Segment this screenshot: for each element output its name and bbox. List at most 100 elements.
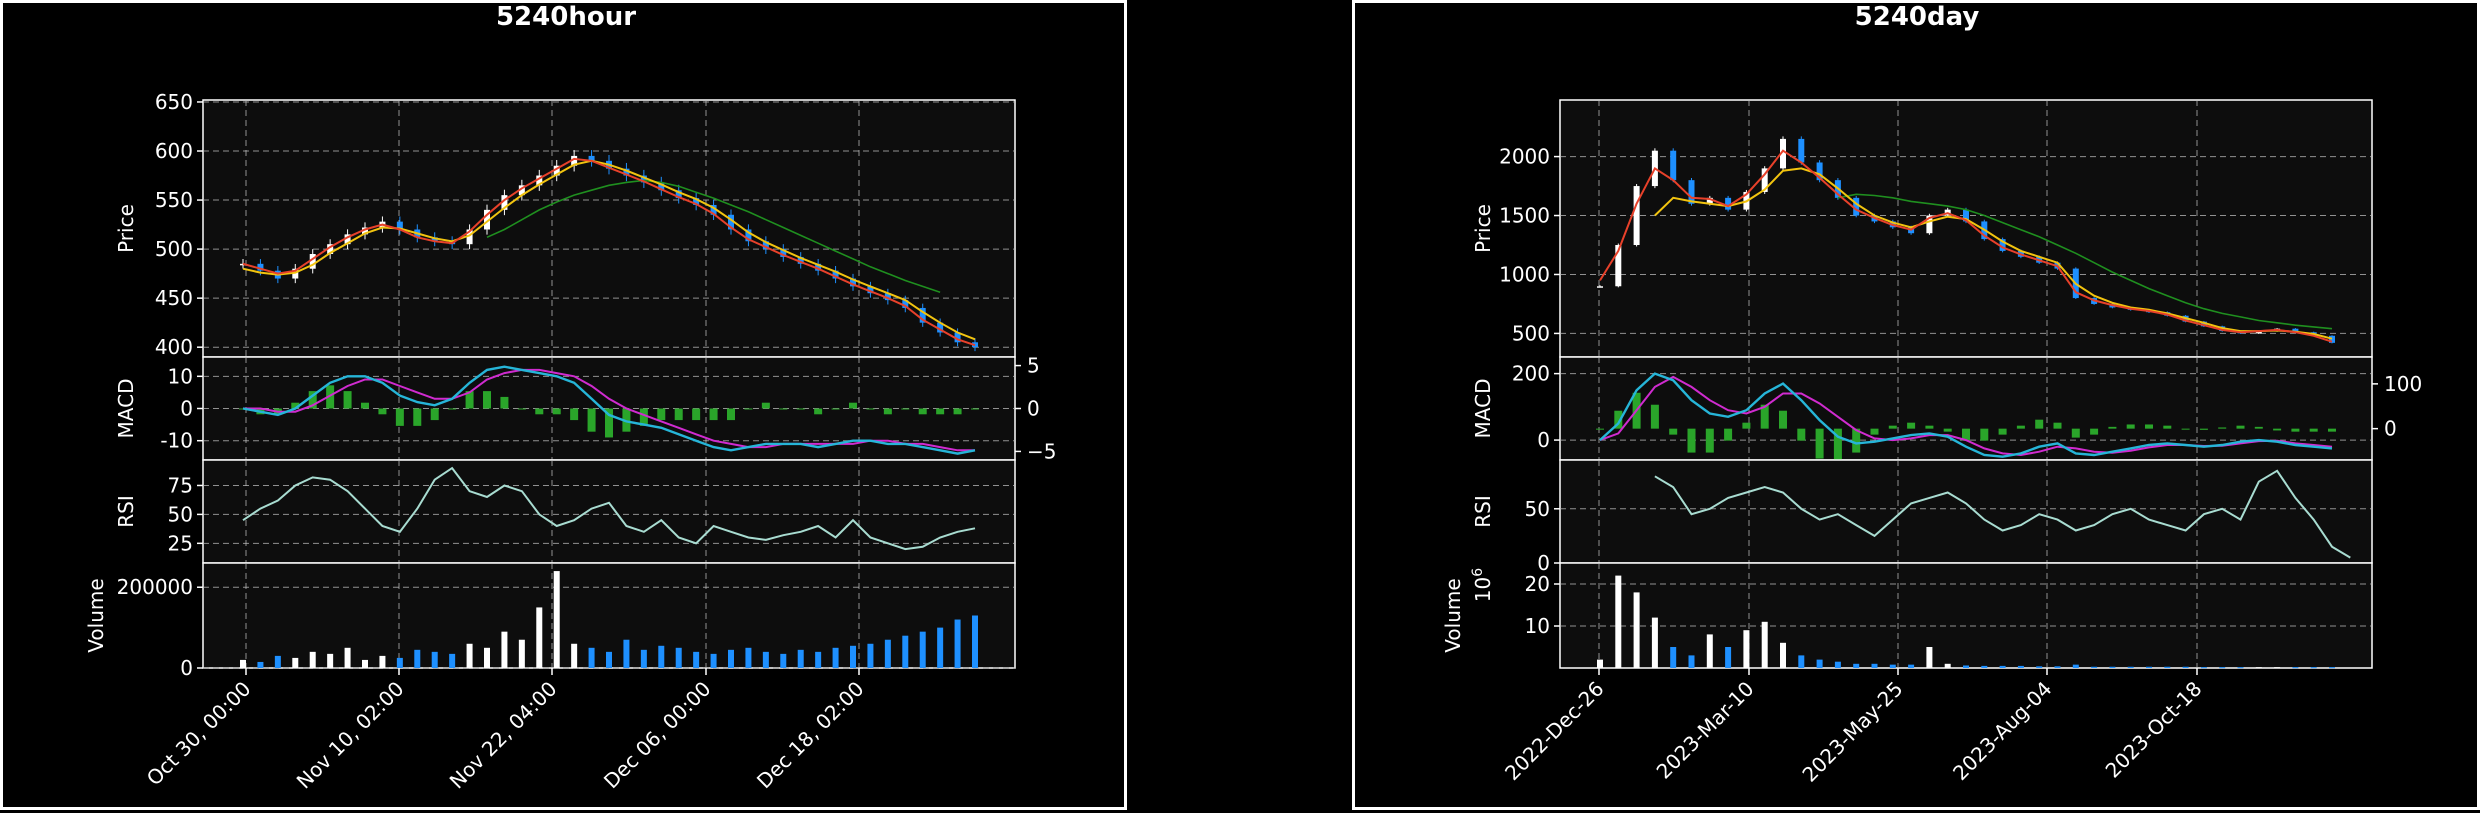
candle-body bbox=[1725, 197, 1732, 210]
volume-bar bbox=[449, 653, 456, 668]
macd-histogram-bar bbox=[1614, 410, 1623, 429]
macd-histogram-bar bbox=[326, 385, 335, 409]
rsi-ylabel: RSI bbox=[1471, 495, 1495, 528]
volume-scale-exponent: 6 bbox=[1470, 568, 1486, 577]
rsi-ytick-label: 50 bbox=[168, 502, 193, 526]
macd-histogram-bar bbox=[622, 408, 631, 432]
macd-histogram-bar bbox=[361, 402, 369, 409]
volume-bar bbox=[2329, 667, 2335, 669]
volume-bar bbox=[728, 649, 734, 668]
candle-body bbox=[745, 229, 752, 242]
macd-histogram-bar bbox=[2126, 424, 2135, 429]
sma-red-line bbox=[1599, 149, 2333, 343]
candle-body bbox=[1926, 215, 1933, 234]
volume-bar bbox=[1706, 634, 1713, 668]
macd-histogram-bar bbox=[1669, 428, 1678, 435]
candle-body bbox=[1615, 245, 1622, 287]
macd-histogram-bar bbox=[657, 408, 666, 421]
volume-panel-frame bbox=[1559, 562, 2373, 669]
volume-bar bbox=[2274, 667, 2281, 669]
chart-panel-day: 5240day 500 1000 1500 2000 Price 0 200 0 100 MACD 0… bbox=[1352, 0, 2480, 810]
macd-histogram-bar bbox=[500, 396, 509, 409]
macd-histogram-bar bbox=[1724, 428, 1733, 441]
volume-bar bbox=[1853, 663, 1860, 668]
macd-signal-line bbox=[243, 368, 975, 452]
macd-histogram-bar bbox=[483, 391, 491, 409]
candle-body bbox=[1963, 209, 1969, 222]
volume-bar bbox=[274, 655, 281, 668]
volume-bar bbox=[588, 647, 595, 668]
macd-histogram-bar bbox=[866, 408, 875, 410]
macd-histogram-bar bbox=[587, 408, 596, 432]
volume-bar bbox=[832, 647, 839, 668]
volume-bar bbox=[553, 571, 560, 668]
rsi-line bbox=[1654, 469, 2351, 559]
candle-body bbox=[1798, 138, 1805, 163]
volume-bar bbox=[327, 653, 334, 668]
volume-bar bbox=[2072, 664, 2079, 668]
candle-body bbox=[553, 165, 560, 176]
volume-bar bbox=[762, 651, 769, 668]
volume-bar bbox=[623, 639, 630, 668]
volume-bar bbox=[2036, 666, 2043, 668]
candle-body bbox=[327, 244, 334, 255]
price-ytick-label: 550 bbox=[155, 188, 193, 212]
volume-bar bbox=[2146, 666, 2152, 668]
macd-histogram-bar bbox=[570, 408, 579, 421]
macd-ytick-label: -10 bbox=[160, 429, 193, 453]
macd-histogram-bar bbox=[448, 408, 457, 410]
volume-bar bbox=[309, 651, 316, 668]
volume-bar bbox=[344, 647, 351, 668]
volume-bar bbox=[867, 643, 874, 668]
volume-bar bbox=[536, 607, 543, 668]
candle-body bbox=[937, 322, 944, 333]
volume-bar bbox=[518, 639, 525, 668]
macd-histogram-bar bbox=[1779, 410, 1787, 429]
volume-bar bbox=[2164, 666, 2171, 668]
macd-histogram-bar bbox=[2145, 424, 2153, 429]
candle-body bbox=[257, 263, 264, 271]
candle-body bbox=[623, 168, 630, 176]
price-ytick-label: 1500 bbox=[1499, 204, 1550, 228]
macd-histogram-bar bbox=[1925, 425, 1934, 429]
candle-body bbox=[832, 270, 839, 279]
candle-body bbox=[588, 155, 595, 161]
rsi-line bbox=[242, 466, 976, 551]
candle-body bbox=[2292, 328, 2299, 333]
volume-bar bbox=[2292, 667, 2299, 669]
volume-bar bbox=[1615, 575, 1622, 668]
candle-body bbox=[309, 254, 316, 269]
macd-histogram-bar bbox=[779, 408, 788, 410]
price-panel-frame bbox=[1559, 99, 2373, 358]
macd-ylabel: MACD bbox=[1471, 379, 1495, 439]
macd-histogram-bar bbox=[1742, 422, 1751, 429]
candle-body bbox=[675, 190, 682, 199]
candle-body bbox=[344, 234, 351, 245]
candle-body bbox=[1597, 286, 1603, 288]
candle-body bbox=[640, 175, 647, 183]
volume-bar bbox=[2182, 666, 2189, 668]
macd-histogram-bar bbox=[1705, 428, 1714, 453]
macd-histogram-bar bbox=[2291, 428, 2300, 432]
volume-ytick-label: 200000 bbox=[117, 575, 193, 599]
candle-body bbox=[292, 268, 299, 279]
macd-histogram-bar bbox=[1687, 428, 1696, 453]
volume-bar bbox=[484, 647, 490, 668]
macd-histogram-bar bbox=[883, 408, 892, 415]
volume-bar bbox=[972, 615, 978, 668]
volume-ytick-label: 0 bbox=[180, 656, 193, 680]
volume-bar bbox=[2017, 665, 2024, 668]
volume-bar bbox=[1926, 647, 1933, 668]
volume-bar bbox=[414, 649, 421, 668]
volume-bar bbox=[640, 649, 647, 668]
volume-bar bbox=[919, 631, 926, 668]
macd-histogram-bar bbox=[971, 408, 979, 410]
xtick-label: Nov 10, 02:00 bbox=[292, 677, 409, 794]
volume-bar bbox=[571, 643, 578, 668]
volume-bar bbox=[240, 659, 246, 668]
volume-bar bbox=[797, 649, 804, 668]
macd-histogram-bar bbox=[378, 408, 387, 415]
candle-body bbox=[780, 249, 787, 257]
volume-bar bbox=[1816, 659, 1823, 668]
chart-5240hour: 5240hour400450500550600650Price-10010−50… bbox=[84, 3, 1056, 794]
